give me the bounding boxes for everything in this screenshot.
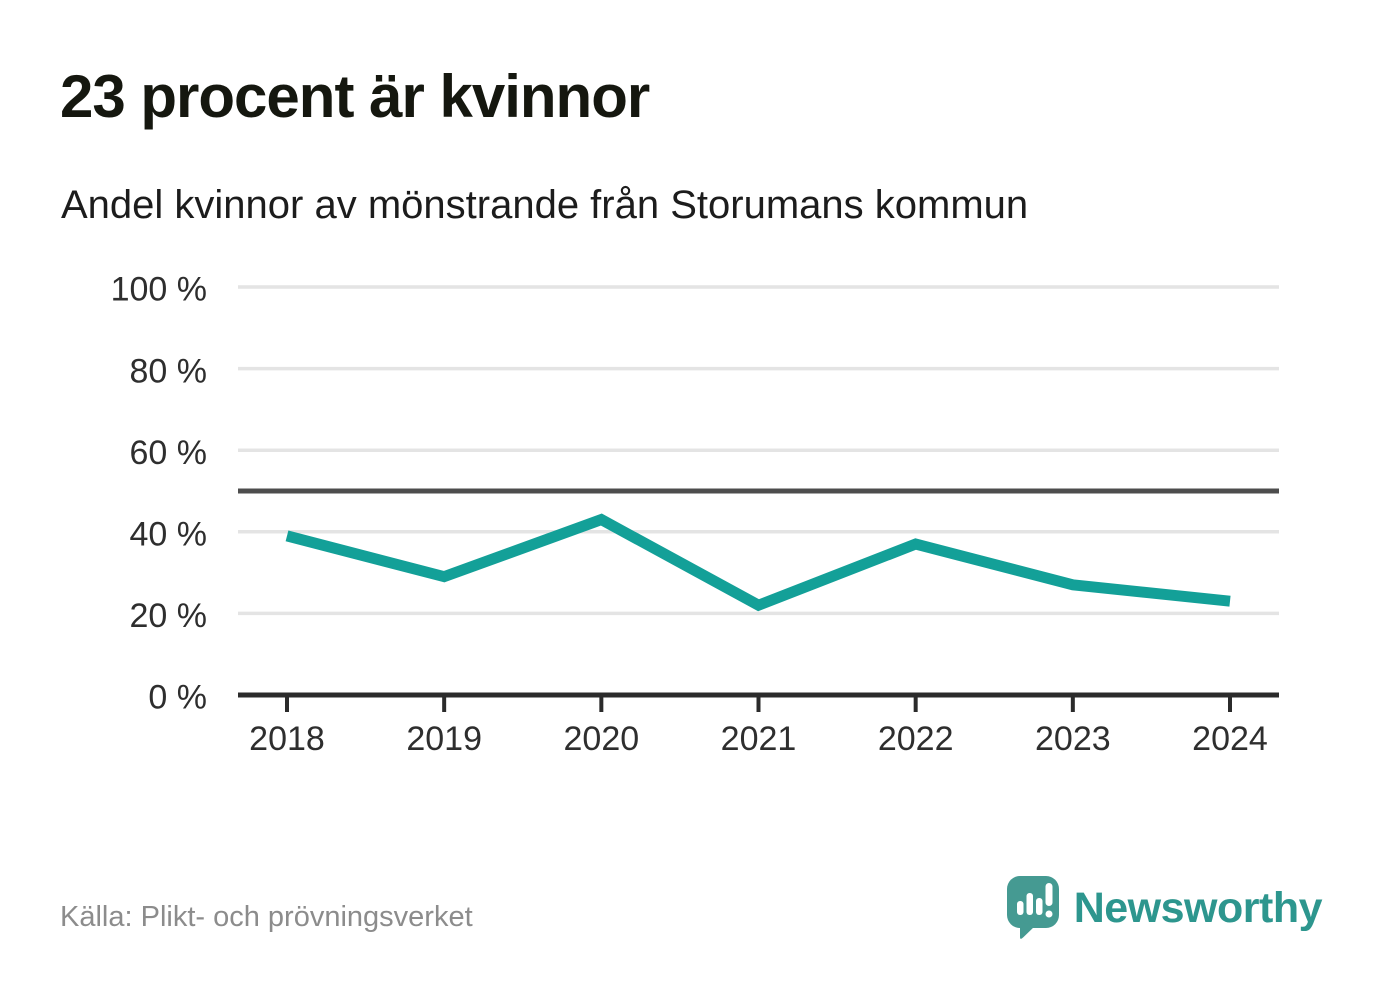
- x-tick-label-2020: 2020: [564, 720, 640, 758]
- y-tick-label-20: 20 %: [130, 597, 208, 635]
- source-credit: Källa: Plikt- och prövningsverket: [60, 901, 473, 933]
- series-line-andel-kvinnor: [285, 513, 1231, 612]
- y-tick-label-40: 40 %: [130, 516, 208, 554]
- x-tick-label-2019: 2019: [406, 720, 482, 758]
- chart-subtitle: Andel kvinnor av mönstrande från Storuma…: [61, 183, 1029, 227]
- x-tick-label-2022: 2022: [878, 720, 954, 758]
- x-tick-label-2024: 2024: [1192, 720, 1268, 758]
- x-tick-label-2018: 2018: [249, 720, 325, 758]
- page-title: 23 procent är kvinnor: [60, 63, 650, 130]
- x-tick-label-2021: 2021: [721, 720, 797, 758]
- y-tick-label-80: 80 %: [130, 352, 208, 390]
- x-tick-label-2023: 2023: [1035, 720, 1111, 758]
- newsworthy-speech-bubble-bar-chart-icon: [1006, 876, 1059, 939]
- y-tick-label-0: 0 %: [148, 679, 207, 717]
- newsworthy-logo: Newsworthy: [1006, 876, 1323, 940]
- y-tick-label-100: 100 %: [111, 271, 207, 309]
- brand-name: Newsworthy: [1073, 884, 1323, 932]
- y-tick-label-60: 60 %: [130, 434, 208, 472]
